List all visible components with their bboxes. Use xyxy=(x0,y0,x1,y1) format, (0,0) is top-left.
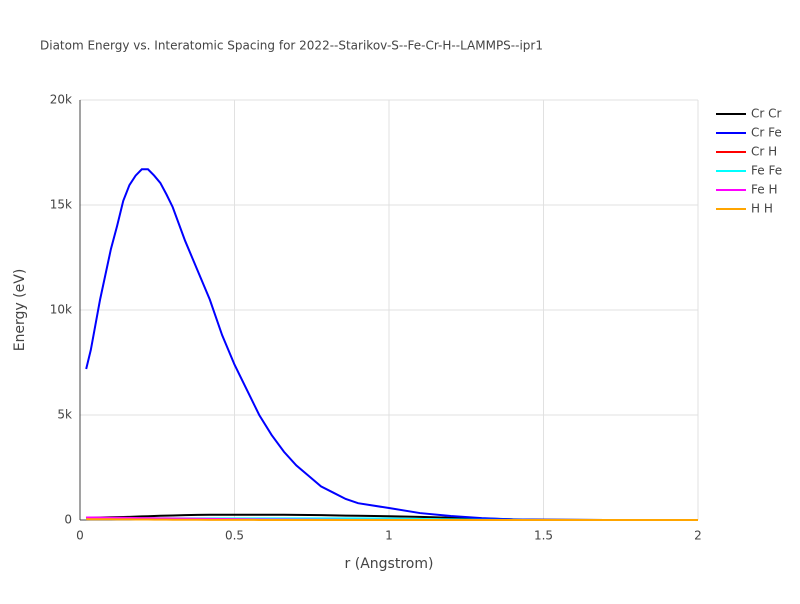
legend-label: Cr Fe xyxy=(751,126,782,140)
x-tick-label: 0.5 xyxy=(225,529,244,543)
y-tick-label: 15k xyxy=(50,198,72,212)
x-tick-label: 0 xyxy=(76,529,84,543)
y-tick-label: 5k xyxy=(57,408,72,422)
legend-label: H H xyxy=(751,202,773,216)
y-tick-label: 0 xyxy=(64,513,72,527)
chart-title: Diatom Energy vs. Interatomic Spacing fo… xyxy=(40,39,543,53)
y-tick-label: 10k xyxy=(50,303,72,317)
x-axis-label: r (Angstrom) xyxy=(345,556,434,572)
x-tick-label: 1 xyxy=(385,529,393,543)
legend-label: Cr Cr xyxy=(751,107,782,121)
y-axis-label: Energy (eV) xyxy=(12,269,28,352)
series-line xyxy=(85,168,698,521)
legend-label: Fe H xyxy=(751,183,777,197)
x-tick-label: 2 xyxy=(694,529,702,543)
legend-label: Fe Fe xyxy=(751,164,782,178)
y-tick-label: 20k xyxy=(50,93,72,107)
series-line xyxy=(86,518,698,521)
x-tick-label: 1.5 xyxy=(534,529,553,543)
legend-label: Cr H xyxy=(751,145,777,159)
